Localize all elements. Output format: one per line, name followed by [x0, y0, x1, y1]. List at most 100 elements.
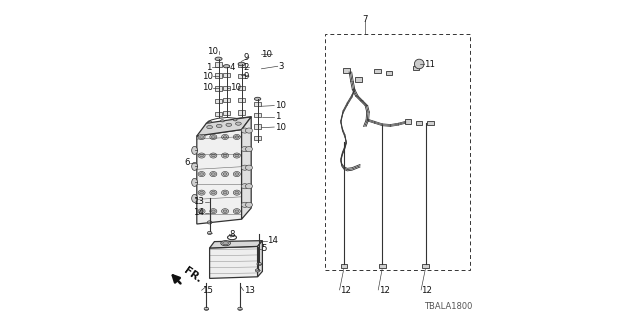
Polygon shape [210, 241, 262, 248]
Ellipse shape [226, 123, 232, 126]
Text: 12: 12 [340, 286, 351, 295]
Bar [238, 110, 246, 115]
Text: 13: 13 [193, 197, 204, 206]
Ellipse shape [223, 210, 227, 212]
Ellipse shape [234, 209, 241, 214]
Ellipse shape [234, 190, 241, 195]
Ellipse shape [221, 241, 230, 246]
Ellipse shape [221, 190, 228, 195]
Ellipse shape [246, 147, 253, 152]
Bar [379, 264, 385, 268]
Bar [343, 68, 351, 73]
Ellipse shape [216, 124, 222, 128]
Text: 7: 7 [362, 15, 367, 24]
Ellipse shape [234, 134, 241, 140]
Ellipse shape [211, 173, 215, 175]
Ellipse shape [241, 184, 248, 189]
Bar [223, 98, 230, 102]
Bar [238, 86, 246, 90]
Ellipse shape [246, 128, 253, 133]
Bar [223, 111, 230, 115]
Ellipse shape [215, 57, 222, 61]
Ellipse shape [211, 136, 215, 138]
Text: 12: 12 [379, 286, 390, 295]
Ellipse shape [223, 136, 227, 138]
Text: 1: 1 [205, 63, 211, 72]
Bar [340, 264, 347, 268]
Ellipse shape [223, 173, 227, 175]
Ellipse shape [210, 190, 217, 195]
Ellipse shape [211, 210, 215, 212]
Text: 10: 10 [261, 50, 272, 59]
Text: 5: 5 [262, 244, 268, 253]
Text: 15: 15 [202, 286, 212, 295]
Text: 11: 11 [424, 60, 435, 68]
Text: 10: 10 [207, 47, 218, 56]
Bar [355, 77, 362, 82]
Bar [215, 112, 223, 116]
Ellipse shape [198, 134, 205, 140]
Ellipse shape [246, 202, 253, 207]
Bar [215, 73, 223, 78]
Ellipse shape [223, 242, 228, 245]
Ellipse shape [200, 154, 204, 157]
Bar [325, 34, 470, 270]
Polygon shape [197, 117, 251, 136]
Bar [405, 119, 412, 124]
Text: 4: 4 [230, 63, 236, 72]
Bar [223, 86, 230, 90]
Bar [254, 124, 261, 129]
Polygon shape [242, 117, 251, 219]
Circle shape [415, 59, 424, 69]
Ellipse shape [241, 202, 248, 207]
Bar [422, 264, 429, 268]
Bar [428, 121, 434, 125]
Ellipse shape [207, 231, 212, 235]
Ellipse shape [241, 128, 248, 133]
Text: 6: 6 [184, 158, 189, 167]
Bar [254, 102, 261, 106]
Ellipse shape [211, 154, 215, 157]
Ellipse shape [192, 179, 198, 186]
Text: 14: 14 [193, 208, 204, 217]
Text: FR.: FR. [182, 266, 203, 285]
Bar [238, 63, 246, 67]
Ellipse shape [200, 191, 204, 194]
Ellipse shape [234, 119, 237, 121]
Ellipse shape [210, 172, 217, 177]
Ellipse shape [257, 262, 262, 266]
Bar [254, 136, 261, 140]
Bar [215, 86, 223, 91]
Polygon shape [197, 130, 242, 224]
Ellipse shape [198, 209, 205, 214]
Text: 2: 2 [243, 63, 249, 72]
Ellipse shape [200, 136, 204, 138]
Ellipse shape [200, 173, 204, 175]
Bar [374, 69, 381, 73]
Text: 1: 1 [275, 112, 280, 121]
Bar [416, 121, 422, 125]
Text: 12: 12 [422, 286, 433, 295]
Ellipse shape [223, 191, 227, 194]
Ellipse shape [221, 172, 228, 177]
Text: 9: 9 [243, 53, 249, 62]
Bar [385, 71, 392, 75]
Ellipse shape [221, 153, 228, 158]
Ellipse shape [236, 122, 241, 125]
Ellipse shape [234, 153, 241, 158]
Ellipse shape [207, 125, 212, 129]
Ellipse shape [235, 136, 239, 138]
Text: 10: 10 [202, 83, 212, 92]
Bar [254, 113, 261, 117]
Bar [215, 62, 223, 67]
Ellipse shape [241, 165, 248, 170]
Ellipse shape [207, 221, 212, 224]
Ellipse shape [207, 121, 211, 123]
Text: 10: 10 [230, 83, 241, 92]
Bar [413, 66, 419, 70]
Ellipse shape [255, 97, 261, 100]
Ellipse shape [200, 210, 204, 212]
Polygon shape [258, 241, 262, 277]
Text: 10: 10 [202, 72, 212, 81]
Ellipse shape [204, 307, 209, 310]
